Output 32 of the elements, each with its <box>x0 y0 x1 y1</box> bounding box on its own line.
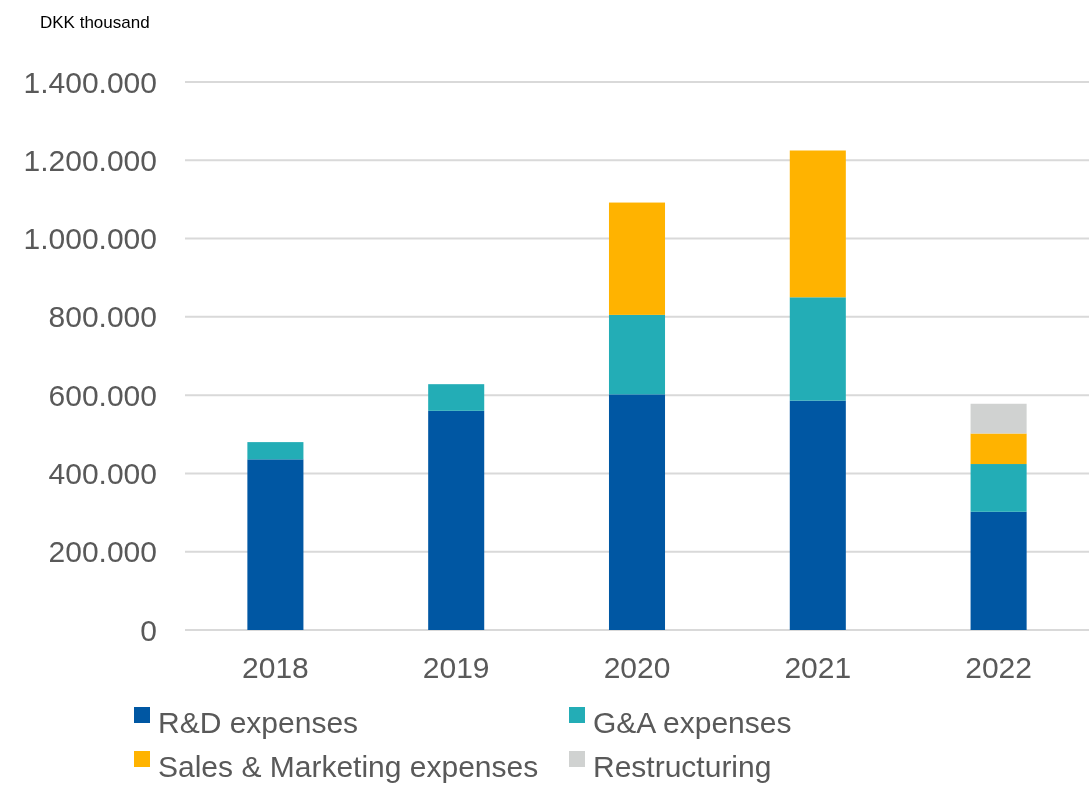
bar <box>970 464 1027 512</box>
bar <box>970 511 1027 630</box>
x-tick-label: 2019 <box>422 651 490 684</box>
y-tick-label: 800.000 <box>48 300 157 334</box>
y-axis-title: DKK thousand <box>40 13 150 32</box>
bar <box>428 410 485 630</box>
legend-label: R&D expenses <box>158 705 359 739</box>
bar <box>247 442 304 460</box>
bar <box>608 394 666 630</box>
bar <box>247 459 304 630</box>
bar <box>970 403 1027 434</box>
legend-label: G&A expenses <box>593 705 792 739</box>
bar <box>608 314 666 395</box>
bar <box>789 150 846 298</box>
y-tick-label: 1.400.000 <box>23 65 157 99</box>
x-tick-label: 2018 <box>242 651 309 684</box>
y-tick-label: 400.000 <box>48 456 157 490</box>
bar <box>428 384 485 411</box>
y-tick-label: 1.200.000 <box>23 143 157 177</box>
legend-label: Sales & Marketing expenses <box>158 749 539 783</box>
y-tick-label: 1.000.000 <box>23 222 157 256</box>
x-tick-label: 2022 <box>965 651 1032 684</box>
y-tick-label: 0 <box>140 613 157 647</box>
x-tick-label: 2020 <box>603 651 671 684</box>
bar <box>789 297 846 401</box>
legend-label: Restructuring <box>593 749 772 783</box>
bar <box>789 400 846 630</box>
bar <box>608 202 666 315</box>
y-tick-label: 200.000 <box>48 535 157 569</box>
y-tick-label: 600.000 <box>48 378 157 412</box>
bar <box>970 433 1027 465</box>
x-tick-label: 2021 <box>784 651 852 684</box>
